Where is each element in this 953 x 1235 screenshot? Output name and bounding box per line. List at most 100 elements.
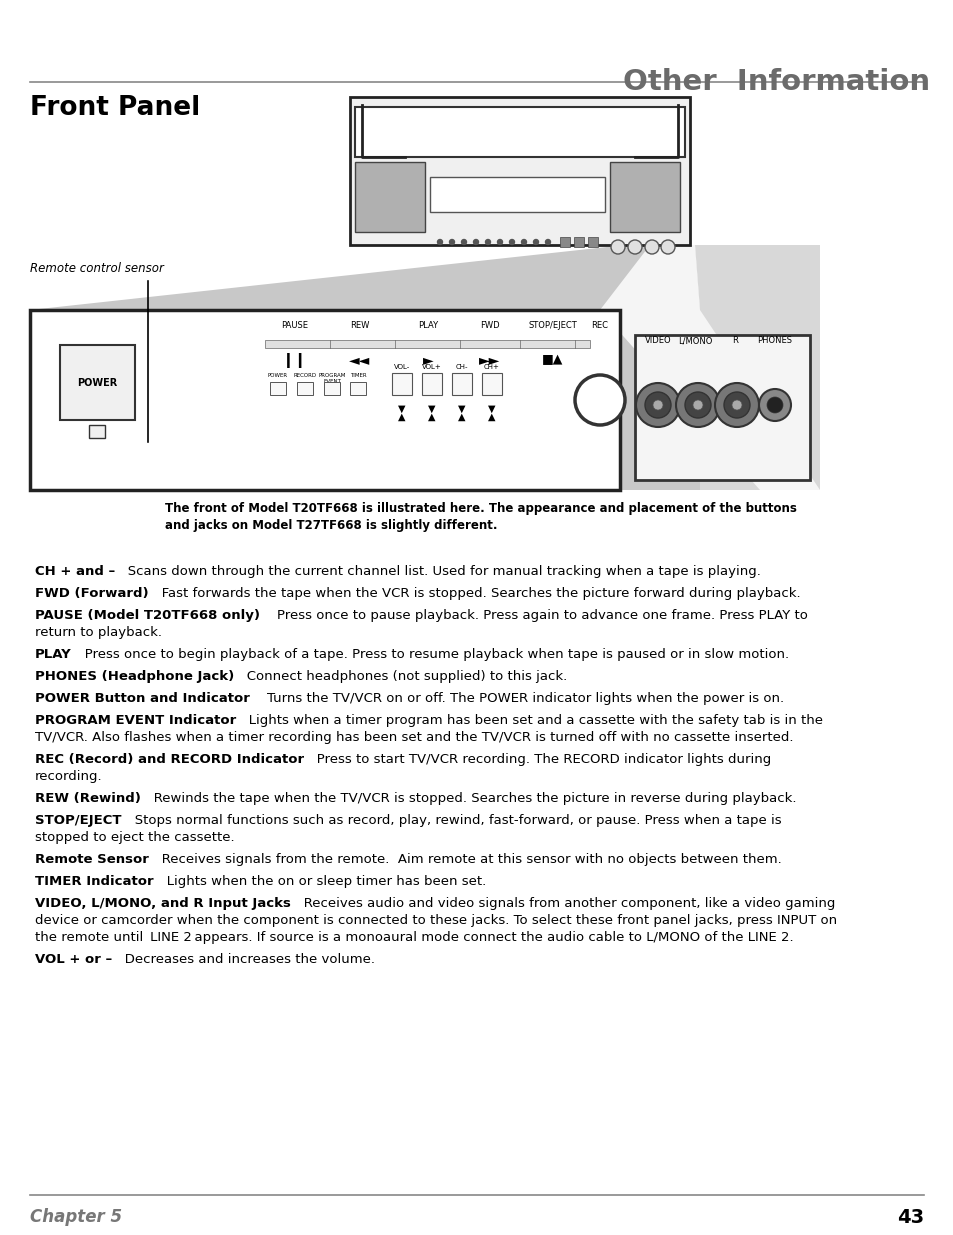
Text: Receives signals from the remote.  Aim remote at this sensor with no objects bet: Receives signals from the remote. Aim re… bbox=[149, 853, 781, 866]
FancyBboxPatch shape bbox=[392, 373, 412, 395]
Circle shape bbox=[636, 383, 679, 427]
Text: FWD: FWD bbox=[479, 321, 499, 330]
Text: ►►: ►► bbox=[478, 353, 500, 367]
Text: CH + and –: CH + and – bbox=[35, 564, 115, 578]
Text: Front Panel: Front Panel bbox=[30, 95, 200, 121]
Text: device or camcorder when the component is connected to these jacks. To select th: device or camcorder when the component i… bbox=[35, 914, 836, 927]
Text: ❙❙: ❙❙ bbox=[282, 352, 308, 368]
Circle shape bbox=[684, 391, 710, 417]
Text: ▼: ▼ bbox=[428, 404, 436, 414]
Text: Connect headphones (not supplied) to this jack.: Connect headphones (not supplied) to thi… bbox=[234, 671, 567, 683]
Circle shape bbox=[533, 240, 537, 245]
Text: ▲: ▲ bbox=[428, 412, 436, 422]
Text: ▼: ▼ bbox=[397, 404, 405, 414]
Circle shape bbox=[610, 240, 624, 254]
Circle shape bbox=[766, 396, 782, 412]
Text: Lights when a timer program has been set and a cassette with the safety tab is i: Lights when a timer program has been set… bbox=[236, 714, 822, 727]
Text: TV/VCR. Also flashes when a timer recording has been set and the TV/VCR is turne: TV/VCR. Also flashes when a timer record… bbox=[35, 731, 793, 743]
FancyBboxPatch shape bbox=[355, 162, 424, 232]
Text: R: R bbox=[731, 336, 738, 345]
Text: ▼: ▼ bbox=[488, 404, 496, 414]
Circle shape bbox=[759, 389, 790, 421]
FancyBboxPatch shape bbox=[265, 340, 589, 348]
Text: Turns the TV/VCR on or off. The POWER indicator lights when the power is on.: Turns the TV/VCR on or off. The POWER in… bbox=[250, 692, 783, 705]
FancyBboxPatch shape bbox=[635, 335, 809, 480]
FancyBboxPatch shape bbox=[421, 373, 441, 395]
Text: Press once to pause playback. Press again to advance one frame. Press PLAY to: Press once to pause playback. Press agai… bbox=[260, 609, 807, 622]
Circle shape bbox=[731, 400, 741, 410]
Text: stopped to eject the cassette.: stopped to eject the cassette. bbox=[35, 831, 234, 844]
Text: CH+: CH+ bbox=[483, 364, 499, 370]
Text: PROGRAM EVENT Indicator: PROGRAM EVENT Indicator bbox=[35, 714, 236, 727]
Text: ■▲: ■▲ bbox=[541, 353, 563, 367]
Text: Scans down through the current channel list. Used for manual tracking when a tap: Scans down through the current channel l… bbox=[115, 564, 760, 578]
Text: POWER: POWER bbox=[77, 378, 117, 388]
FancyBboxPatch shape bbox=[324, 382, 339, 395]
Text: STOP/EJECT: STOP/EJECT bbox=[35, 814, 121, 827]
Text: CH-: CH- bbox=[456, 364, 468, 370]
Text: L/MONO: L/MONO bbox=[677, 336, 712, 345]
Text: return to playback.: return to playback. bbox=[35, 626, 162, 638]
FancyBboxPatch shape bbox=[481, 373, 501, 395]
Circle shape bbox=[575, 375, 624, 425]
Text: REW: REW bbox=[350, 321, 370, 330]
Text: PLAY: PLAY bbox=[35, 648, 71, 661]
Text: 43: 43 bbox=[896, 1208, 923, 1228]
Text: VOL + or –: VOL + or – bbox=[35, 953, 112, 966]
Text: PLAY: PLAY bbox=[417, 321, 437, 330]
Text: REW (Rewind): REW (Rewind) bbox=[35, 792, 141, 805]
Text: Fast forwards the tape when the VCR is stopped. Searches the picture forward dur: Fast forwards the tape when the VCR is s… bbox=[149, 587, 800, 600]
Circle shape bbox=[723, 391, 749, 417]
Text: Lights when the on or sleep timer has been set.: Lights when the on or sleep timer has be… bbox=[153, 876, 485, 888]
Text: Rewinds the tape when the TV/VCR is stopped. Searches the picture in reverse dur: Rewinds the tape when the TV/VCR is stop… bbox=[141, 792, 796, 805]
Text: Receives audio and video signals from another component, like a video gaming: Receives audio and video signals from an… bbox=[291, 897, 835, 910]
FancyBboxPatch shape bbox=[30, 310, 619, 490]
Text: ◄◄: ◄◄ bbox=[349, 353, 370, 367]
Text: the remote until  LINE 2 appears. If source is a monoaural mode connect the audi: the remote until LINE 2 appears. If sour… bbox=[35, 931, 793, 944]
Circle shape bbox=[660, 240, 675, 254]
Circle shape bbox=[473, 240, 478, 245]
Text: The front of Model T20TF668 is illustrated here. The appearance and placement of: The front of Model T20TF668 is illustrat… bbox=[165, 501, 796, 532]
Text: TIMER: TIMER bbox=[350, 373, 366, 378]
Text: Decreases and increases the volume.: Decreases and increases the volume. bbox=[112, 953, 375, 966]
Circle shape bbox=[644, 240, 659, 254]
Text: VOL+: VOL+ bbox=[421, 364, 441, 370]
Text: ►: ► bbox=[422, 353, 433, 367]
Text: ▲: ▲ bbox=[488, 412, 496, 422]
Circle shape bbox=[509, 240, 514, 245]
FancyBboxPatch shape bbox=[296, 382, 313, 395]
Text: Remote Sensor: Remote Sensor bbox=[35, 853, 149, 866]
Text: FWD (Forward): FWD (Forward) bbox=[35, 587, 149, 600]
Text: VIDEO, L/MONO, and R Input Jacks: VIDEO, L/MONO, and R Input Jacks bbox=[35, 897, 291, 910]
Circle shape bbox=[485, 240, 490, 245]
FancyBboxPatch shape bbox=[609, 162, 679, 232]
FancyBboxPatch shape bbox=[355, 107, 684, 157]
Text: PHONES (Headphone Jack): PHONES (Headphone Jack) bbox=[35, 671, 234, 683]
Text: PAUSE: PAUSE bbox=[281, 321, 308, 330]
FancyBboxPatch shape bbox=[60, 345, 135, 420]
Text: recording.: recording. bbox=[35, 769, 103, 783]
Text: Remote control sensor: Remote control sensor bbox=[30, 262, 164, 275]
Text: Press to start TV/VCR recording. The RECORD indicator lights during: Press to start TV/VCR recording. The REC… bbox=[304, 753, 771, 766]
Text: REC: REC bbox=[591, 321, 608, 330]
Text: PHONES: PHONES bbox=[757, 336, 792, 345]
Polygon shape bbox=[695, 245, 820, 490]
Text: Other  Information: Other Information bbox=[622, 68, 929, 96]
Text: Stops normal functions such as record, play, rewind, fast-forward, or pause. Pre: Stops normal functions such as record, p… bbox=[121, 814, 781, 827]
Text: STOP/EJECT: STOP/EJECT bbox=[528, 321, 577, 330]
Circle shape bbox=[497, 240, 502, 245]
FancyBboxPatch shape bbox=[350, 382, 366, 395]
Circle shape bbox=[644, 391, 670, 417]
Text: ▲: ▲ bbox=[397, 412, 405, 422]
Polygon shape bbox=[30, 245, 700, 490]
Circle shape bbox=[692, 400, 702, 410]
Text: Press once to begin playback of a tape. Press to resume playback when tape is pa: Press once to begin playback of a tape. … bbox=[71, 648, 788, 661]
Text: REC (Record) and RECORD Indicator: REC (Record) and RECORD Indicator bbox=[35, 753, 304, 766]
Text: ▼: ▼ bbox=[457, 404, 465, 414]
Text: Chapter 5: Chapter 5 bbox=[30, 1208, 122, 1226]
Circle shape bbox=[676, 383, 720, 427]
FancyBboxPatch shape bbox=[559, 237, 569, 247]
Circle shape bbox=[449, 240, 454, 245]
Text: TIMER Indicator: TIMER Indicator bbox=[35, 876, 153, 888]
Circle shape bbox=[714, 383, 759, 427]
